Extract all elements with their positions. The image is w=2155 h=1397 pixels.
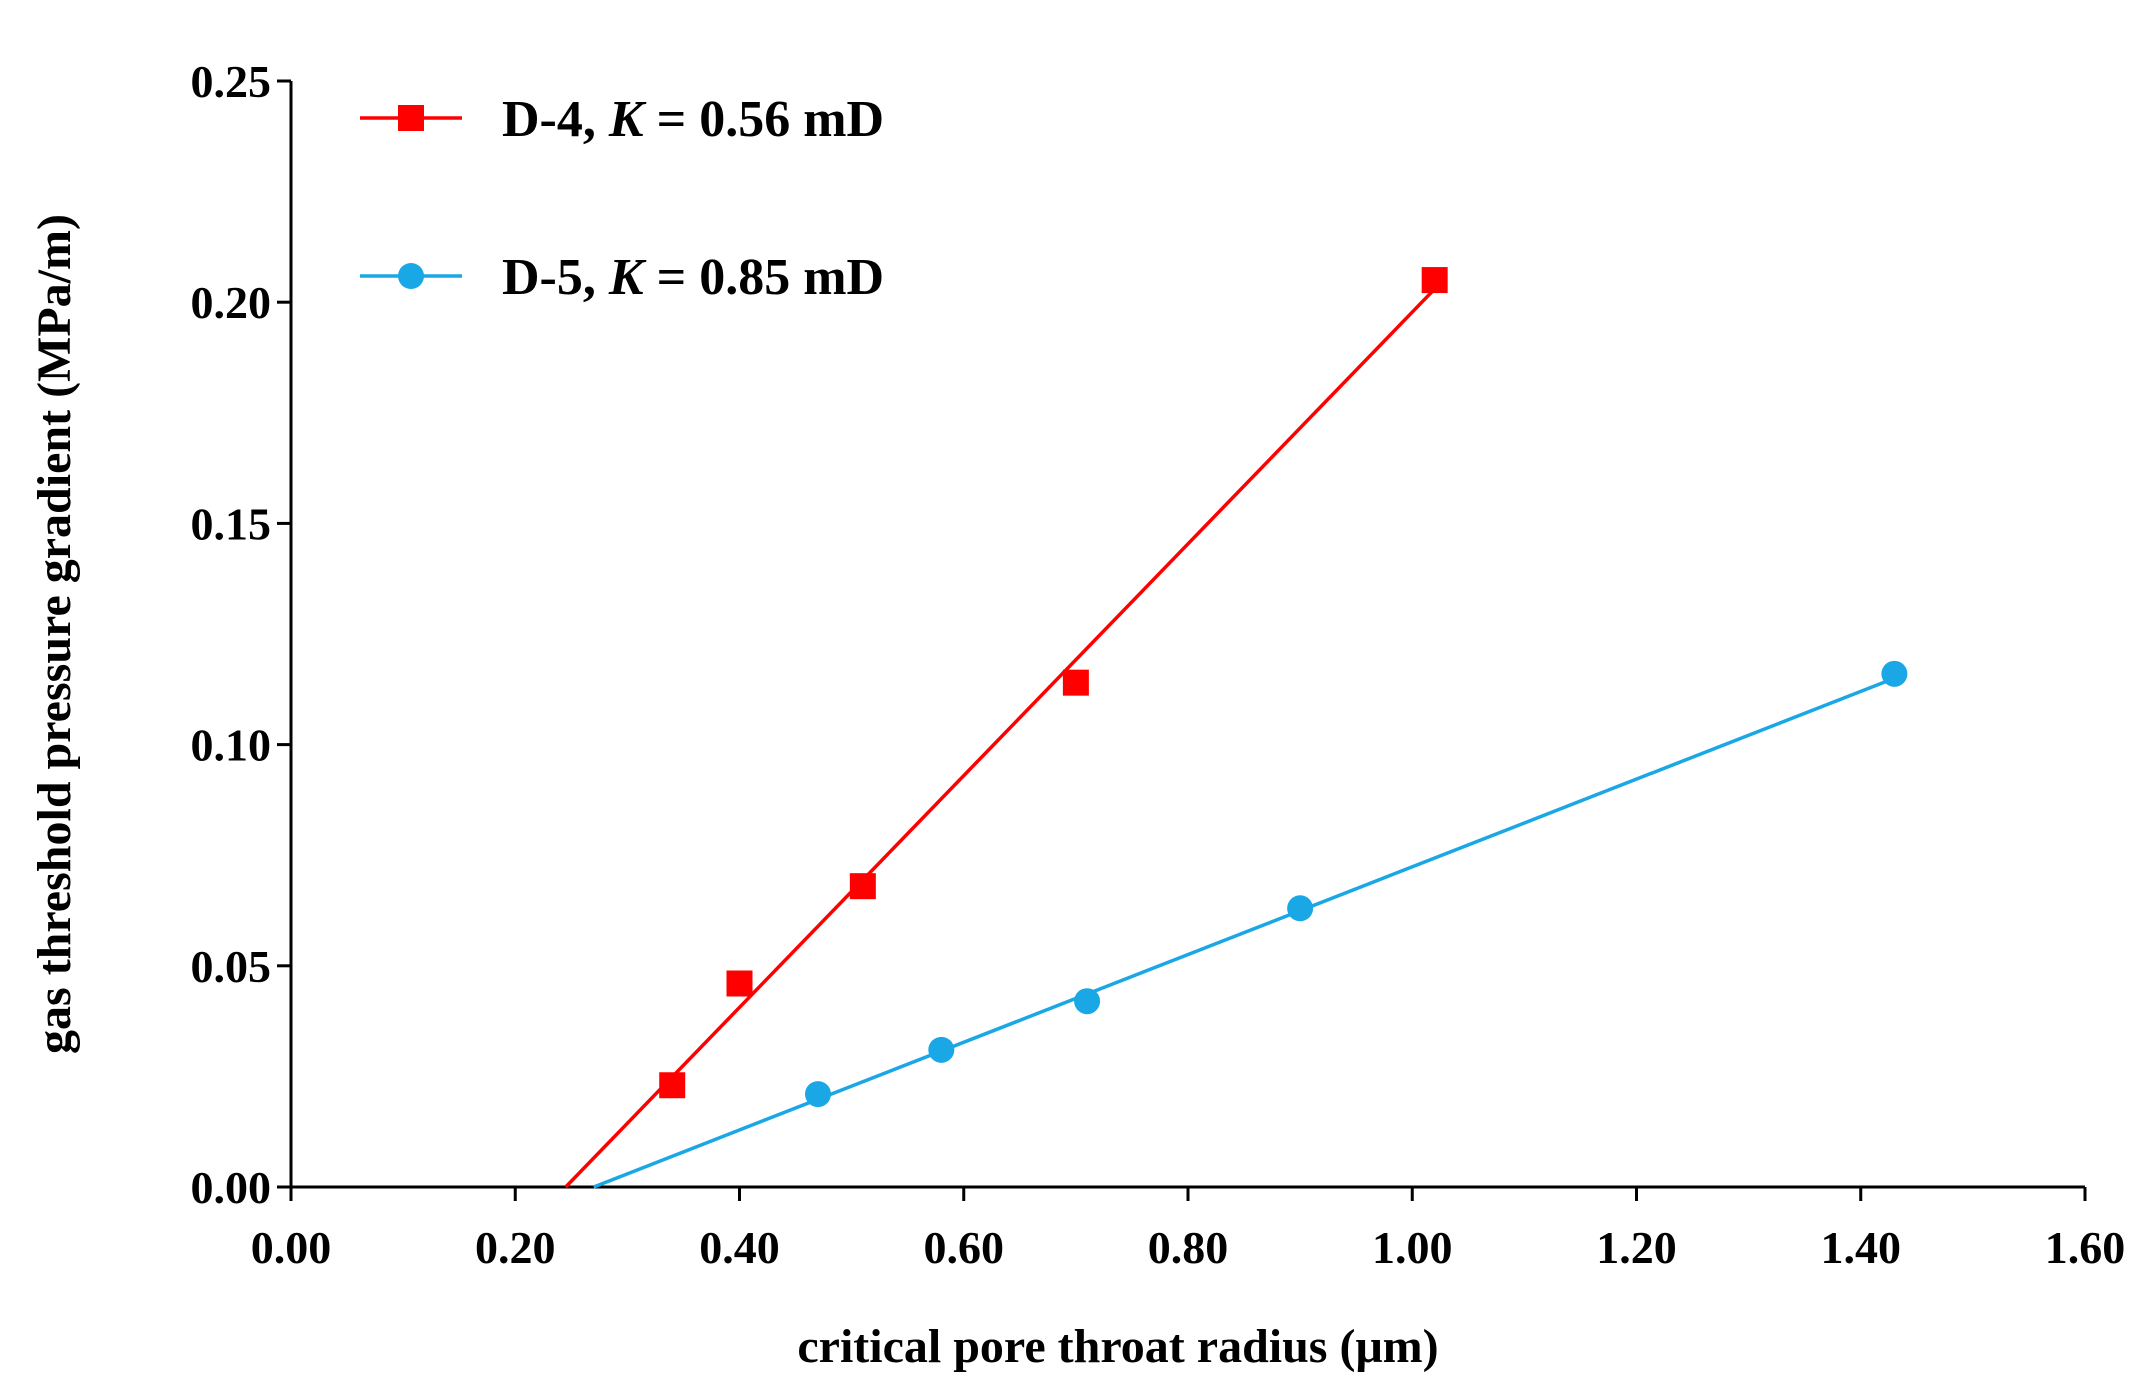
y-tick-label: 0.15 (191, 498, 272, 549)
y-ticks: 0.00 0.05 0.10 0.15 0.20 0.25 (191, 56, 291, 1213)
x-tick-label: 0.40 (699, 1222, 780, 1273)
x-tick-label: 0.00 (251, 1222, 332, 1273)
x-tick-label: 0.20 (475, 1222, 556, 1273)
y-tick-label: 0.10 (191, 720, 272, 771)
legend-marker-d-5 (398, 263, 424, 289)
y-tick-label: 0.25 (191, 56, 272, 107)
x-tick-label: 1.60 (2045, 1222, 2126, 1273)
x-tick-label: 1.20 (1596, 1222, 1677, 1273)
data-markers (659, 267, 1908, 1108)
legend: D-4, K = 0.56 mD D-5, K = 0.85 mD (360, 91, 884, 306)
x-ticks: 0.00 0.20 0.40 0.60 0.80 1.00 1.20 1.40 1.60 (251, 1187, 2126, 1273)
x-axis-title: critical pore throat radius (μm) (797, 1320, 1438, 1373)
fit-lines (564, 287, 1896, 1189)
y-tick-label: 0.05 (191, 941, 272, 992)
legend-label-d-5: D-5, K = 0.85 mD (502, 249, 884, 306)
d-4-data-point (1421, 267, 1448, 294)
legend-label-d-4: D-4, K = 0.56 mD (502, 91, 884, 148)
d-5-data-point (928, 1036, 955, 1063)
d-4-fit-line (564, 287, 1436, 1189)
d-4-data-point (726, 970, 753, 997)
y-tick-label: 0.20 (191, 277, 272, 328)
legend-item-d-4: D-4, K = 0.56 mD (360, 91, 884, 148)
d-4-data-point (659, 1072, 686, 1099)
d-5-data-point (1287, 895, 1314, 922)
d-5-fit-line (593, 676, 1896, 1189)
d-4-data-point (849, 873, 876, 900)
d-5-data-point (1881, 660, 1908, 687)
y-axis-title: gas threshold pressure gradient (MPa/m) (28, 214, 81, 1054)
x-tick-label: 1.00 (1372, 1222, 1453, 1273)
x-tick-label: 0.80 (1148, 1222, 1229, 1273)
y-tick-label: 0.00 (191, 1162, 272, 1213)
d-5-data-point (804, 1081, 831, 1108)
legend-item-d-5: D-5, K = 0.85 mD (360, 249, 884, 306)
legend-marker-d-4 (398, 105, 424, 131)
x-tick-label: 1.40 (1821, 1222, 1902, 1273)
x-tick-label: 0.60 (924, 1222, 1005, 1273)
plot-area: 0.00 0.20 0.40 0.60 0.80 1.00 1.20 1.40 1.60 0.0… (191, 56, 2126, 1273)
d-4-data-point (1062, 669, 1089, 696)
d-5-data-point (1074, 988, 1101, 1015)
